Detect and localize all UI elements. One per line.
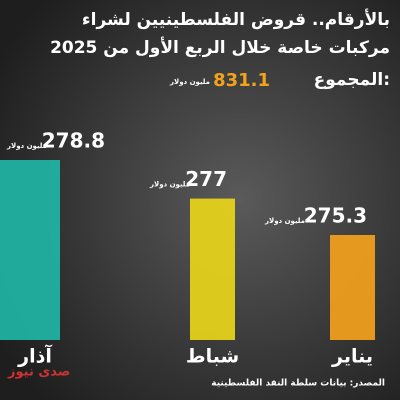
x-tick-label: آذار bbox=[17, 344, 52, 368]
total-label: المجموع: bbox=[314, 70, 390, 90]
bar bbox=[190, 198, 235, 340]
x-tick-label: يناير bbox=[331, 346, 373, 368]
value-unit: مليون دولار bbox=[6, 142, 47, 150]
bar bbox=[330, 235, 375, 340]
value-label: 278.8 bbox=[42, 129, 105, 153]
total-value: 831.1 bbox=[213, 70, 270, 91]
value-label: 275.3 bbox=[304, 204, 367, 228]
total-unit: مليون دولار bbox=[169, 78, 210, 86]
logo: صدى نيوز bbox=[7, 365, 70, 380]
value-unit: مليون دولار bbox=[264, 217, 305, 225]
value-unit: مليون دولار bbox=[149, 181, 190, 189]
source: المصدر: بيانات سلطة النقد الفلسطينية bbox=[211, 379, 385, 389]
value-label: 277 bbox=[185, 167, 227, 191]
title-line: مركبات خاصة خلال الربع الأول من 2025 bbox=[50, 37, 390, 58]
bar bbox=[0, 160, 60, 340]
title-line: بالأرقام.. قروض الفلسطينيين لشراء bbox=[82, 9, 390, 30]
x-tick-label: شباط bbox=[186, 346, 239, 368]
